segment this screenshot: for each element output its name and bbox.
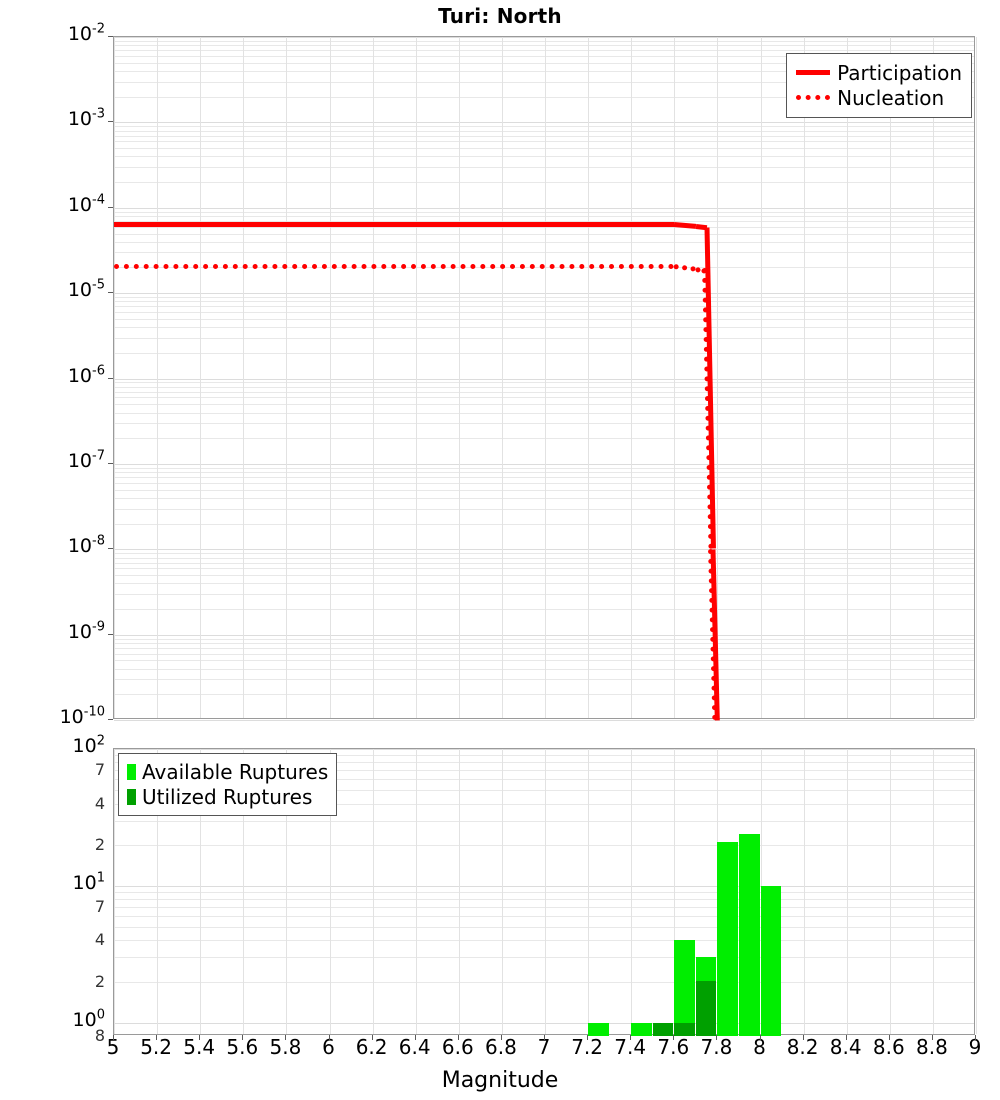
y-ticklabel: 10-2 — [67, 21, 105, 45]
x-ticklabel: 7 — [537, 1035, 551, 1059]
dark-green-square-icon — [127, 788, 136, 805]
x-ticklabel: 6.8 — [484, 1035, 517, 1059]
legend-item-available-ruptures: Available Ruptures — [127, 759, 328, 784]
y-minor-ticklabel: 4 — [94, 930, 105, 950]
y-minor-ticklabel: 7 — [94, 760, 105, 780]
legend-label: Available Ruptures — [142, 759, 329, 784]
y-minor-ticklabel: 2 — [94, 834, 105, 854]
x-ticklabel: 6 — [322, 1035, 335, 1059]
x-ticklabel: 5.4 — [183, 1035, 216, 1059]
x-ticklabel: 5 — [106, 1035, 120, 1059]
legend-item-participation: Participation — [796, 60, 962, 85]
y-ticklabel: 101 — [72, 870, 105, 894]
x-ticklabel: 8.8 — [915, 1035, 948, 1059]
bar — [631, 1022, 652, 1036]
green-square-icon — [127, 763, 136, 780]
y-ticklabel: 10-3 — [67, 107, 105, 131]
bar — [588, 1022, 609, 1036]
bar-utilized-portion — [674, 1022, 695, 1036]
legend-item-utilized-ruptures: Utilized Ruptures — [127, 784, 328, 809]
legend-label: Nucleation — [837, 85, 945, 110]
bar — [717, 841, 738, 1036]
bar — [760, 885, 781, 1036]
y-ticklabel: 10-9 — [67, 619, 105, 643]
y-minor-ticklabel: 2 — [94, 971, 105, 991]
top-plot-legend: Participation Nucleation — [786, 53, 972, 118]
y-minor-ticklabel: 4 — [94, 793, 105, 813]
participation-curve-segment — [114, 222, 675, 228]
x-ticklabel: 8.6 — [872, 1035, 905, 1059]
dotted-line-icon — [796, 91, 831, 105]
x-ticklabel: 6.6 — [441, 1035, 474, 1059]
bar — [739, 833, 760, 1036]
participation-curve-segment — [674, 222, 697, 230]
x-ticklabel: 6.4 — [398, 1035, 431, 1059]
bar-utilized-portion — [652, 1022, 674, 1036]
legend-label: Utilized Ruptures — [142, 784, 313, 809]
legend-item-nucleation: Nucleation — [796, 85, 962, 110]
y-ticklabel: 10-7 — [67, 448, 105, 472]
x-ticklabel: 8.4 — [829, 1035, 862, 1059]
x-ticklabel: 8 — [753, 1035, 766, 1059]
rupture-count-plot: Available Ruptures Utilized Ruptures — [113, 748, 977, 1036]
bar-utilized-portion — [695, 981, 717, 1036]
x-ticklabel: 7.2 — [571, 1035, 603, 1059]
y-minor-ticklabel: 7 — [94, 897, 105, 917]
x-ticklabel: 7.4 — [614, 1035, 647, 1059]
x-ticklabel: 7.6 — [657, 1035, 690, 1059]
x-ticklabel: 5.8 — [269, 1035, 302, 1059]
y-ticklabel: 100 — [72, 1007, 105, 1031]
x-ticklabel: 9 — [968, 1035, 982, 1059]
y-ticklabel: 10-10 — [59, 704, 105, 728]
y-minor-ticklabel: 8 — [94, 1026, 105, 1045]
y-ticklabel: 10-8 — [67, 533, 105, 558]
nucleation-curve-segment — [114, 263, 675, 269]
x-axis-title: Magnitude — [441, 1068, 559, 1093]
y-ticklabel: 102 — [72, 733, 105, 757]
y-ticklabel: 10-5 — [67, 277, 105, 302]
solid-line-icon — [796, 66, 831, 80]
legend-label: Participation — [837, 60, 962, 85]
bar — [674, 940, 695, 1036]
bottom-plot-legend: Available Ruptures Utilized Ruptures — [118, 753, 338, 816]
x-ticklabel: 6.2 — [355, 1035, 388, 1059]
bar — [652, 1022, 674, 1036]
x-ticklabel: 8.2 — [786, 1035, 819, 1059]
x-ticklabel: 7.8 — [700, 1035, 733, 1059]
page-title: Turi: North — [438, 4, 562, 28]
cumulative-rate-plot: Participation Nucleation — [113, 36, 977, 721]
bar — [695, 957, 717, 1036]
y-ticklabel: 10-6 — [67, 363, 105, 387]
y-ticklabel: 10-4 — [67, 192, 105, 216]
x-ticklabel: 5.6 — [226, 1035, 259, 1059]
nucleation-curve-segment — [673, 263, 696, 272]
x-ticklabel: 5.2 — [140, 1035, 172, 1059]
